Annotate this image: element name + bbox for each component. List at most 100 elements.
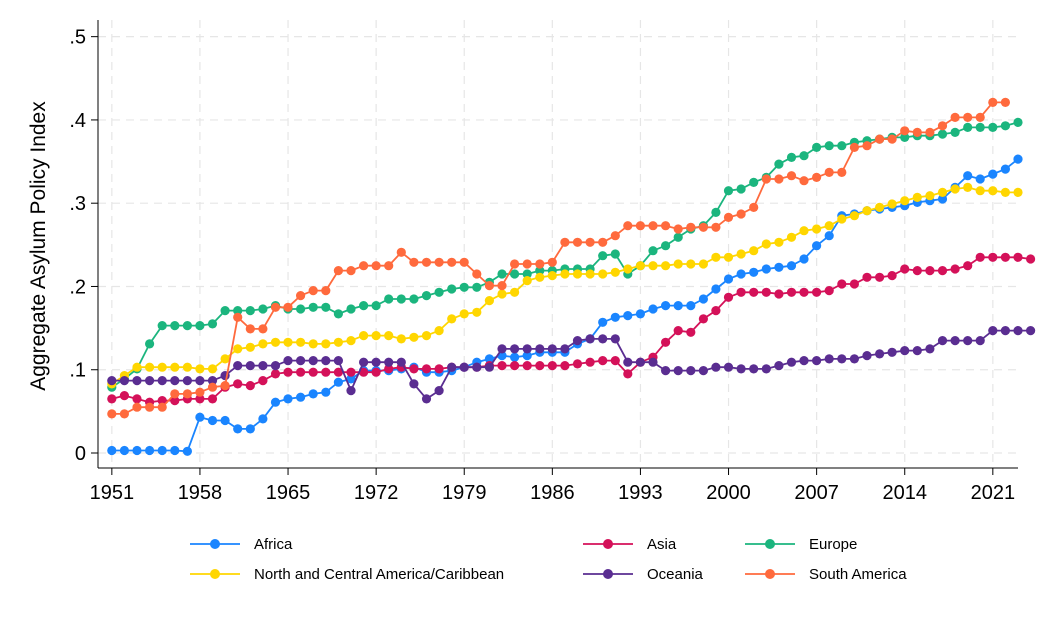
data-point [862, 141, 872, 151]
series-south-america [107, 97, 1011, 419]
data-point [371, 357, 381, 367]
data-point [522, 259, 532, 269]
data-point [296, 291, 306, 301]
data-point [421, 394, 432, 404]
data-point [950, 264, 960, 274]
data-point [975, 122, 985, 132]
data-point [509, 361, 520, 371]
data-point [447, 314, 457, 324]
x-tick-label: 1993 [618, 482, 663, 504]
data-point [346, 304, 356, 314]
data-point [409, 257, 419, 267]
data-point [296, 337, 306, 347]
data-point [648, 246, 658, 256]
data-point [585, 269, 595, 279]
data-point [963, 171, 973, 181]
data-point [447, 284, 457, 294]
data-point [610, 356, 620, 366]
data-point [875, 272, 885, 282]
data-point [774, 159, 784, 169]
data-point [535, 344, 545, 354]
legend-label: South America [809, 566, 907, 583]
data-point [283, 337, 293, 347]
data-point [308, 389, 318, 399]
data-point [598, 251, 608, 261]
data-point [635, 221, 646, 231]
data-point [786, 232, 797, 242]
data-point [774, 174, 784, 184]
data-point [698, 222, 709, 232]
data-point [686, 259, 696, 269]
data-point [711, 306, 721, 316]
data-point [270, 337, 281, 347]
y-tick-label: .2 [69, 276, 86, 298]
legend-swatch-marker [603, 569, 613, 579]
data-point [220, 381, 230, 391]
data-point [912, 346, 922, 356]
data-point [182, 446, 192, 456]
data-point [774, 237, 784, 247]
x-tick-label: 1958 [178, 482, 223, 504]
data-point [421, 257, 432, 267]
data-point [472, 362, 482, 372]
data-point [711, 222, 721, 232]
data-point [912, 266, 922, 276]
data-point [610, 249, 620, 259]
data-point [661, 366, 671, 376]
data-point [170, 389, 180, 399]
data-point [1000, 97, 1011, 107]
data-point [132, 402, 142, 412]
y-axis-title: Aggregate Asylum Policy Index [27, 101, 50, 391]
data-point [522, 351, 532, 361]
x-tick-label: 2007 [794, 482, 839, 504]
data-point [258, 361, 268, 371]
data-point [308, 339, 318, 349]
data-point [207, 415, 218, 426]
data-point [472, 269, 482, 279]
data-point [661, 301, 671, 311]
data-point [824, 141, 834, 151]
data-point [170, 321, 180, 331]
data-point [233, 344, 243, 354]
data-point [711, 362, 721, 372]
data-point [220, 306, 230, 316]
data-point [585, 334, 595, 344]
data-point [761, 239, 771, 249]
data-point [673, 259, 683, 269]
data-point [484, 281, 494, 291]
data-point [774, 361, 784, 371]
data-point [862, 206, 872, 216]
data-point [119, 391, 129, 401]
data-point [988, 122, 998, 132]
data-point [824, 167, 834, 177]
data-point [371, 367, 381, 377]
data-point [673, 224, 683, 234]
data-point [560, 237, 570, 247]
data-point [547, 361, 557, 371]
legend-swatch-marker [765, 539, 775, 549]
data-point [900, 264, 910, 274]
data-point [535, 361, 545, 371]
data-point [736, 209, 746, 219]
data-point [308, 302, 318, 312]
data-point [472, 307, 482, 317]
data-point [270, 369, 281, 379]
data-point [346, 374, 356, 384]
data-point [950, 112, 960, 122]
data-point [975, 186, 985, 196]
data-point [107, 376, 117, 386]
data-point [799, 254, 809, 264]
data-point [182, 376, 192, 386]
data-point [233, 424, 243, 434]
data-point [887, 199, 897, 209]
data-point [207, 364, 218, 374]
data-point [837, 141, 847, 151]
data-point [283, 302, 293, 312]
data-point [207, 319, 218, 329]
data-point [145, 362, 155, 372]
data-point [333, 377, 343, 387]
data-point [145, 376, 155, 386]
data-point [535, 259, 545, 269]
data-point [497, 269, 507, 279]
